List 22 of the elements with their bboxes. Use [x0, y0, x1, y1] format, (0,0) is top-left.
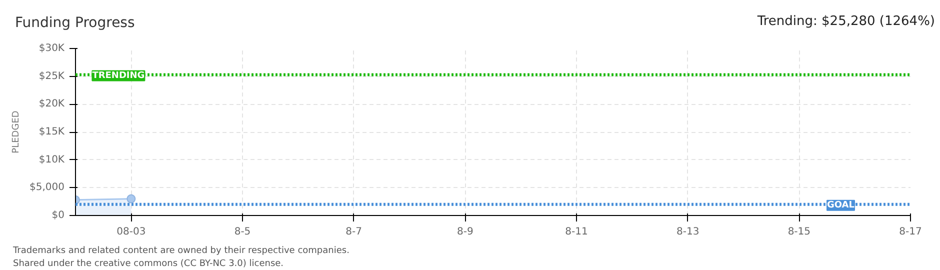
x-tick-label: 8-17: [899, 226, 922, 238]
x-tick-label: 8-7: [346, 226, 362, 238]
y-tick-label: $25K: [38, 70, 65, 82]
y-axis-title: PLEDGED: [12, 110, 22, 154]
ref-line-label: TRENDING: [92, 70, 145, 81]
ref-line-label: GOAL: [827, 200, 855, 210]
y-tick-label: $5,000: [30, 182, 65, 194]
text: Shared under the creative commons (CC BY-NC 3.0) license.: [13, 258, 284, 269]
x-tick-label: 8-9: [457, 226, 474, 238]
y-tick-label: $0: [52, 210, 65, 221]
x-tick-label: 08-03: [116, 226, 146, 238]
text: Trademarks and related content are owned by their respective companies.: [13, 246, 350, 256]
y-tick-label: $30K: [38, 43, 65, 54]
y-tick-label: $15K: [38, 126, 65, 138]
x-tick-label: 8-5: [234, 226, 251, 238]
x-tick-label: 8-11: [565, 226, 588, 238]
y-tick-label: $10K: [38, 154, 65, 166]
x-tick-label: 8-15: [788, 226, 811, 238]
y-tick-label: $20K: [38, 98, 65, 110]
x-tick-label: 8-13: [676, 226, 700, 238]
text: Trending: $25,280 (1264%): [757, 13, 935, 31]
chart-title: Funding Progress: [15, 14, 135, 33]
